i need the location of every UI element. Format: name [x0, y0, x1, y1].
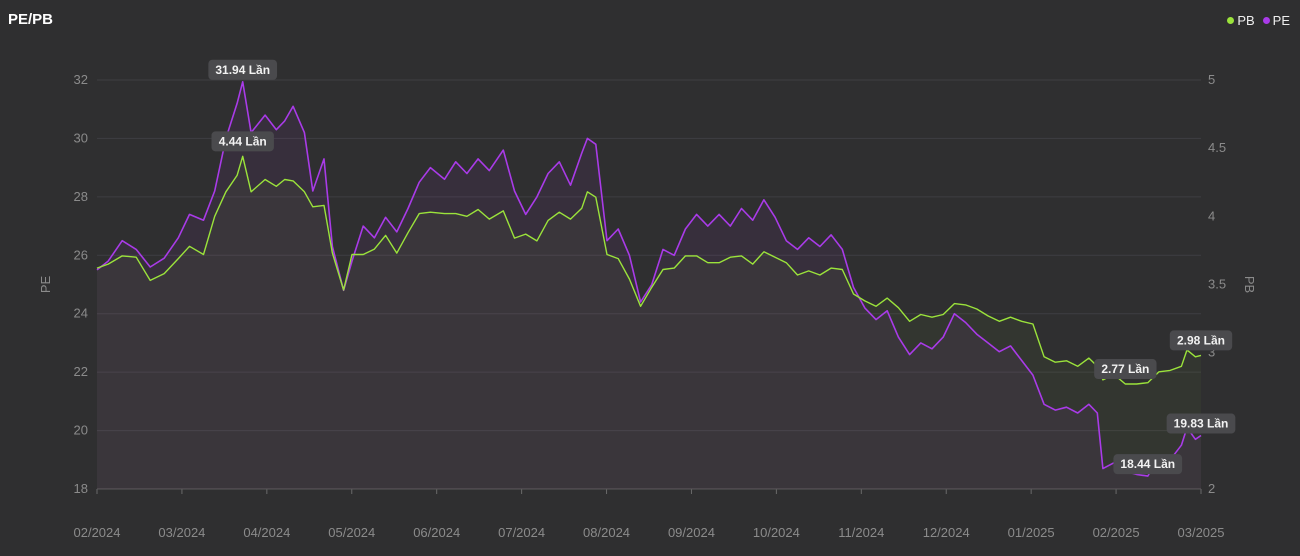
chart-title: PE/PB: [8, 11, 54, 28]
x-tick-label: 04/2024: [243, 525, 290, 540]
pb-data-label: 2.98 Lần: [1169, 330, 1233, 351]
data-label-text: 4.44 Lần: [219, 134, 267, 148]
legend-label-pe: PE: [1272, 13, 1290, 28]
legend-dot-pe-icon: [1262, 17, 1270, 24]
data-label-bg: [1113, 454, 1183, 475]
y-left-tick-label: 20: [74, 423, 88, 438]
pb-data-label: 4.44 Lần: [211, 131, 274, 152]
legend: PB PE: [1227, 13, 1290, 28]
y-left-axis-title: PE: [38, 276, 53, 294]
x-tick-label: 02/2024: [74, 525, 121, 540]
data-label-text: 19.83 Lần: [1174, 417, 1229, 431]
y-left-tick-label: 18: [74, 481, 88, 496]
data-label-bg: [211, 131, 274, 152]
y-right-tick-label: 4.5: [1208, 140, 1226, 155]
y-left-tick-label: 26: [74, 247, 88, 262]
data-label-bg: [208, 59, 278, 80]
y-right-tick-label: 5: [1208, 72, 1215, 87]
data-label-bg: [1094, 359, 1157, 380]
pe-area: [97, 81, 1201, 490]
x-tick-label: 11/2024: [838, 525, 884, 540]
data-label-text: 2.77 Lần: [1101, 362, 1149, 376]
y-right-tick-label: 3.5: [1208, 277, 1226, 292]
x-tick-label: 02/2025: [1093, 525, 1140, 540]
y-right-tick-label: 4: [1208, 208, 1215, 223]
legend-dot-pb-icon: [1227, 17, 1235, 24]
data-label-text: 2.98 Lần: [1177, 333, 1225, 347]
legend-item-pb[interactable]: PB: [1227, 13, 1255, 28]
y-left-tick-label: 28: [74, 189, 88, 204]
pb-series-line: [96, 155, 1202, 385]
data-label-text: 31.94 Lần: [215, 63, 270, 77]
pe-series-line: [96, 81, 1202, 477]
x-tick-label: 07/2024: [498, 525, 545, 540]
pb-area: [97, 156, 1201, 490]
x-tick-label: 08/2024: [583, 525, 630, 540]
x-tick-label: 10/2024: [753, 525, 800, 540]
x-tick-label: 03/2024: [158, 525, 205, 540]
legend-label-pb: PB: [1237, 13, 1255, 28]
data-label-text: 18.44 Lần: [1120, 457, 1175, 471]
y-right-tick-label: 2: [1208, 481, 1215, 496]
y-right-axis-title: PB: [1242, 276, 1257, 293]
x-tick-label: 01/2025: [1008, 525, 1055, 540]
x-tick-label: 09/2024: [668, 525, 715, 540]
y-right-tick-label: 3: [1208, 345, 1215, 360]
data-label-bg: [1169, 330, 1233, 351]
pb-data-label: 2.77 Lần: [1094, 359, 1157, 380]
y-left-tick-label: 22: [74, 364, 88, 379]
data-label-bg: [1166, 413, 1236, 434]
y-left-tick-label: 32: [74, 72, 88, 87]
legend-item-pe[interactable]: PE: [1262, 13, 1290, 28]
x-tick-label: 06/2024: [413, 525, 460, 540]
pe-data-label: 19.83 Lần: [1166, 413, 1236, 434]
x-tick-label: 03/2025: [1178, 525, 1225, 540]
pe-data-label: 18.44 Lần: [1113, 454, 1183, 475]
y-left-tick-label: 24: [74, 306, 88, 321]
pe-data-label: 31.94 Lần: [208, 59, 278, 80]
x-tick-label: 12/2024: [923, 525, 970, 540]
x-tick-label: 05/2024: [328, 525, 375, 540]
y-left-tick-label: 30: [74, 130, 88, 145]
